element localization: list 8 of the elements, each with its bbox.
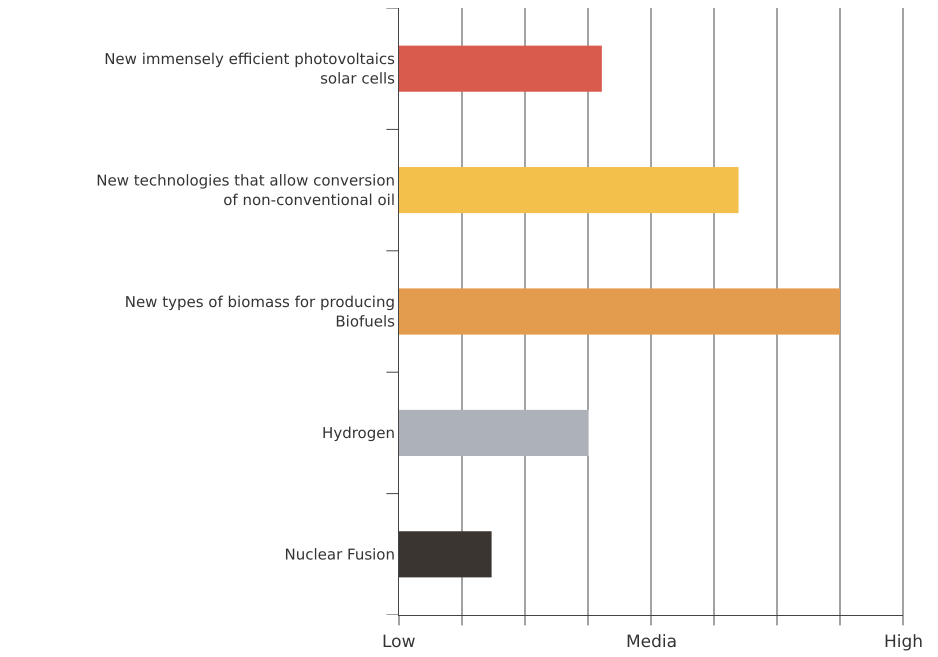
y-tick-label: New types of biomass for producing Biofuels	[124, 293, 396, 330]
y-tick-label: New immensely efficient photovoltaics solar cells	[104, 50, 396, 88]
text: High	[884, 632, 924, 652]
y-tick-label: Hydrogen	[322, 424, 395, 442]
text: Media	[626, 632, 678, 652]
y-tick-label: New technologies that allow conversion of non-conventional oil	[96, 172, 395, 210]
text: Low	[382, 632, 416, 652]
y-tick-label: Nuclear Fusion	[284, 546, 395, 564]
